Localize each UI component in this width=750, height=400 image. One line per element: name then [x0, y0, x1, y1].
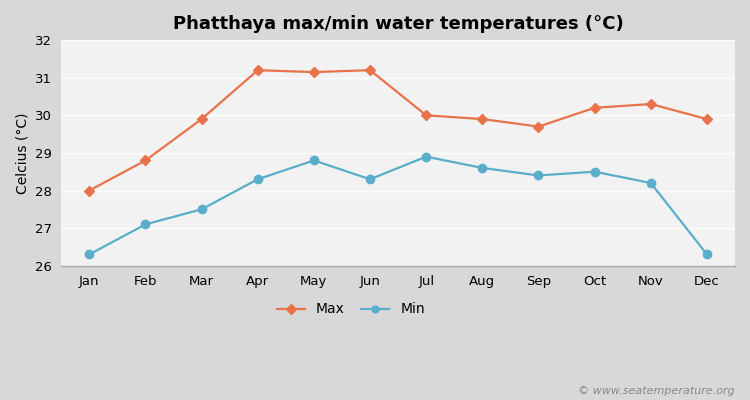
Text: © www.seatemperature.org: © www.seatemperature.org [578, 386, 735, 396]
Title: Phatthaya max/min water temperatures (°C): Phatthaya max/min water temperatures (°C… [172, 15, 623, 33]
Y-axis label: Celcius (°C): Celcius (°C) [15, 112, 29, 194]
Legend: Max, Min: Max, Min [272, 297, 430, 322]
